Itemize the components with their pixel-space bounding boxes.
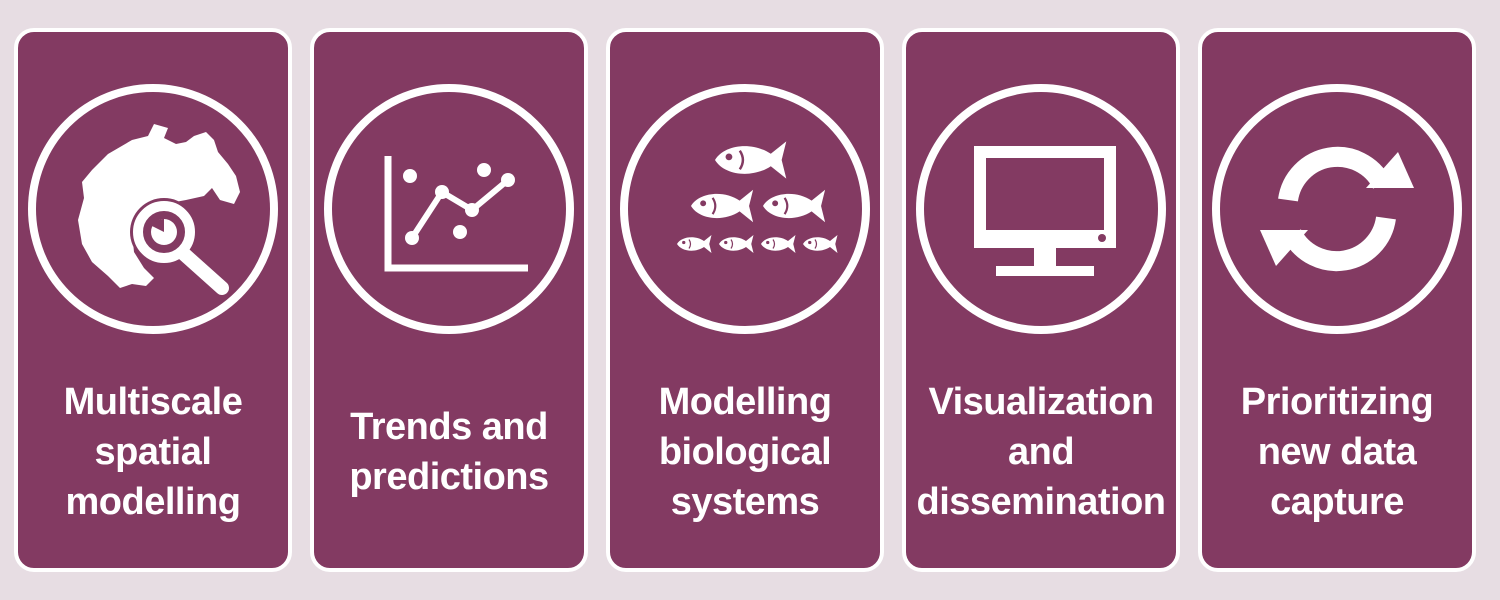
label-line: Trends and: [350, 406, 548, 448]
monitor-icon: [974, 146, 1116, 276]
label-line: predictions: [349, 456, 549, 498]
panel-trends-and-predictions: Trends and predictions: [310, 28, 588, 572]
label-line: capture: [1270, 481, 1404, 523]
panel-multiscale-spatial-modelling: Multiscale spatial modelling: [14, 28, 292, 572]
label-line: spatial: [94, 431, 212, 473]
label-line: biological: [658, 431, 832, 473]
label-line: Modelling: [658, 381, 832, 423]
label-line: Visualization: [928, 381, 1154, 423]
label-line: Multiscale: [63, 381, 243, 423]
panel-label: Trends and predictions: [314, 362, 584, 542]
icon-ring: [324, 84, 574, 334]
panel-label: Prioritizing new data capture: [1202, 362, 1472, 542]
icon-ring: [916, 84, 1166, 334]
label-line: systems: [670, 481, 820, 523]
panel-label: Visualization and dissemination: [906, 362, 1176, 542]
panel-label: Multiscale spatial modelling: [18, 362, 288, 542]
label-line: Prioritizing: [1240, 381, 1434, 423]
icon-ring: [620, 84, 870, 334]
fish-school-icon: [676, 140, 839, 254]
map-magnifier-icon: [78, 124, 240, 295]
label-line: dissemination: [916, 481, 1167, 523]
line-chart-icon: [384, 156, 528, 272]
icon-ring: [28, 84, 278, 334]
label-line: and: [1007, 431, 1075, 473]
label-line: modelling: [65, 481, 241, 523]
panel-prioritizing-new-data-capture: Prioritizing new data capture: [1198, 28, 1476, 572]
refresh-cycle-icon: [1260, 146, 1414, 272]
panel-label: Modelling biological systems: [610, 362, 880, 542]
panel-modelling-biological-systems: Modelling biological systems: [606, 28, 884, 572]
label-line: new data: [1257, 431, 1417, 473]
panel-visualization-and-dissemination: Visualization and dissemination: [902, 28, 1180, 572]
icon-ring: [1212, 84, 1462, 334]
